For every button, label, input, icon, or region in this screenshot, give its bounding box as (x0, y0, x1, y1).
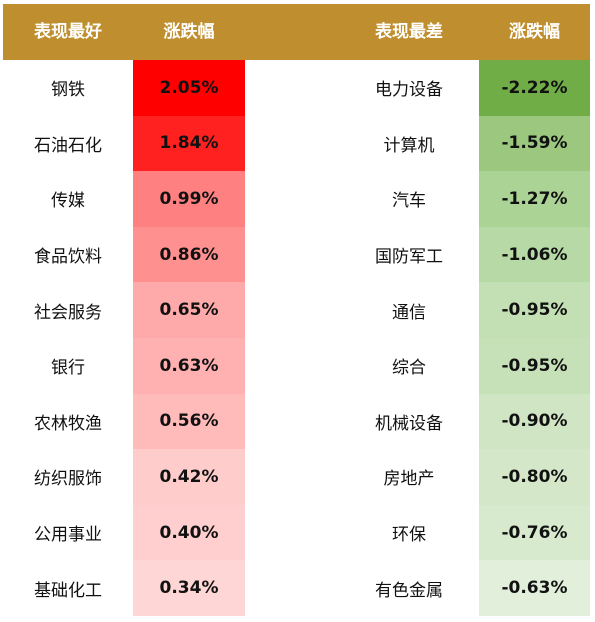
best-sector-name: 基础化工 (34, 580, 102, 601)
worst-sector-name: 有色金属 (375, 580, 443, 601)
table-header: 表现最好 涨跌幅 表现最差 涨跌幅 (3, 4, 590, 60)
table-row: 食品饮料 0.86% 国防军工 -1.06% (3, 226, 590, 283)
worst-change-header: 涨跌幅 (509, 22, 560, 42)
worst-sector-name: 汽车 (392, 191, 426, 212)
worst-sector-change: -1.59% (479, 115, 590, 172)
table-row: 农林牧渔 0.56% 机械设备 -0.90% (3, 393, 590, 450)
best-sector-change: 0.65% (133, 282, 245, 338)
worst-performers-header: 表现最差 (375, 22, 443, 42)
best-performers-header: 表现最好 (34, 22, 102, 42)
table-row: 基础化工 0.34% 有色金属 -0.63% (3, 560, 590, 616)
worst-sector-name: 电力设备 (375, 80, 443, 101)
worst-sector-name: 计算机 (383, 135, 435, 156)
worst-sector-change: -0.76% (479, 504, 590, 561)
table-row: 社会服务 0.65% 通信 -0.95% (3, 282, 590, 338)
worst-sector-change: -0.80% (479, 449, 590, 505)
worst-sector-change: -2.22% (479, 60, 590, 116)
best-sector-change: 2.05% (133, 60, 245, 116)
best-sector-change: 0.63% (133, 338, 245, 394)
worst-sector-change: -0.63% (479, 560, 590, 616)
worst-sector-name: 环保 (392, 525, 426, 546)
worst-sector-change: -0.95% (479, 338, 590, 394)
best-sector-name: 纺织服饰 (34, 469, 102, 490)
worst-sector-name: 国防军工 (375, 247, 443, 268)
worst-sector-name: 房地产 (383, 469, 435, 490)
best-sector-change: 0.42% (133, 449, 245, 505)
worst-sector-change: -0.90% (479, 393, 590, 450)
best-sector-name: 食品饮料 (34, 247, 102, 268)
best-change-header: 涨跌幅 (163, 22, 215, 42)
table-row: 石油石化 1.84% 计算机 -1.59% (3, 115, 590, 172)
worst-sector-name: 通信 (392, 302, 426, 323)
worst-sector-change: -0.95% (479, 282, 590, 338)
best-sector-name: 公用事业 (34, 525, 102, 546)
worst-sector-change: -1.06% (479, 226, 590, 283)
table-row: 钢铁 2.05% 电力设备 -2.22% (3, 60, 590, 116)
best-sector-name: 银行 (51, 358, 85, 379)
table-row: 传媒 0.99% 汽车 -1.27% (3, 171, 590, 227)
best-sector-change: 0.99% (133, 171, 245, 227)
best-sector-change: 0.34% (133, 560, 245, 616)
worst-sector-name: 机械设备 (375, 413, 443, 434)
best-sector-change: 0.56% (133, 393, 245, 450)
best-sector-name: 钢铁 (51, 80, 85, 101)
best-sector-name: 社会服务 (34, 302, 102, 323)
worst-sector-change: -1.27% (479, 171, 590, 227)
best-sector-name: 石油石化 (34, 135, 102, 156)
worst-sector-name: 综合 (392, 358, 426, 379)
table-row: 银行 0.63% 综合 -0.95% (3, 338, 590, 394)
best-sector-change: 1.84% (133, 115, 245, 172)
best-sector-name: 农林牧渔 (34, 413, 102, 434)
best-sector-name: 传媒 (51, 191, 85, 212)
table-row: 纺织服饰 0.42% 房地产 -0.80% (3, 449, 590, 505)
table-row: 公用事业 0.40% 环保 -0.76% (3, 504, 590, 561)
best-sector-change: 0.40% (133, 504, 245, 561)
best-sector-change: 0.86% (133, 226, 245, 283)
